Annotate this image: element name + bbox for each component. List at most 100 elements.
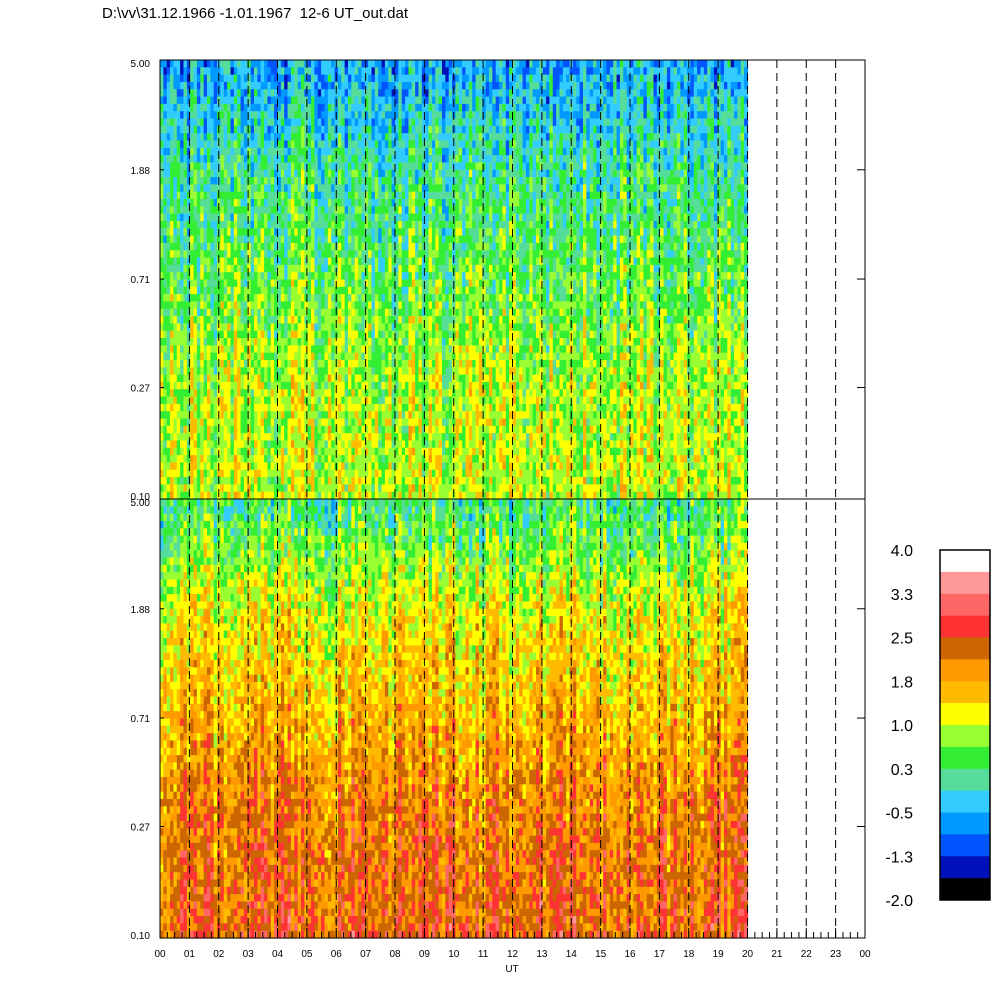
heat-cell <box>173 359 178 368</box>
heat-cell <box>247 133 252 142</box>
heat-cell <box>186 220 191 229</box>
heat-cell <box>176 308 181 317</box>
heat-cell <box>250 191 255 200</box>
heat-cell <box>180 425 185 434</box>
heat-cell <box>220 96 225 105</box>
heat-cell <box>243 359 248 368</box>
heat-cell <box>237 81 242 90</box>
heat-cell <box>230 447 235 456</box>
heat-cell <box>207 67 211 76</box>
heat-cell <box>243 155 248 164</box>
heat-cell <box>170 133 175 142</box>
heat-cell <box>160 264 164 273</box>
heat-cell <box>227 330 232 339</box>
heat-cell <box>223 381 228 390</box>
heat-cell <box>160 169 164 178</box>
heat-cell <box>170 396 175 405</box>
heat-cell <box>170 74 175 83</box>
heat-cell <box>173 462 178 471</box>
heat-cell <box>247 162 252 171</box>
heat-cell <box>237 389 242 398</box>
heat-cell <box>213 381 218 390</box>
heat-cell <box>173 250 178 259</box>
heat-cell <box>163 418 168 427</box>
heat-cell <box>223 447 228 456</box>
heat-cell <box>237 191 242 200</box>
heat-cell <box>196 389 201 398</box>
heat-cell <box>186 60 191 68</box>
heat-cell <box>190 286 195 295</box>
heat-cell <box>180 396 185 405</box>
heat-cell <box>213 477 218 485</box>
heat-cell <box>217 301 222 310</box>
heat-cell <box>213 367 218 376</box>
heat-cell <box>240 330 245 339</box>
heat-cell <box>180 96 185 105</box>
heat-cell <box>233 199 238 207</box>
heat-cell <box>210 81 215 90</box>
heat-cell <box>210 140 215 149</box>
heat-cell <box>230 469 235 478</box>
heat-cell <box>200 462 205 471</box>
heat-cell <box>176 264 181 273</box>
heat-cell <box>160 477 164 485</box>
heat-cell <box>203 191 208 200</box>
heat-cell <box>166 455 171 464</box>
heat-cell <box>210 74 215 83</box>
heat-cell <box>186 308 191 317</box>
heat-cell <box>183 352 188 361</box>
heat-cell <box>186 418 191 427</box>
heat-cell <box>163 199 168 207</box>
heat-cell <box>227 286 232 295</box>
heat-cell <box>183 338 188 346</box>
heat-cell <box>166 162 171 171</box>
heat-cell <box>193 250 198 259</box>
heat-cell <box>223 367 228 376</box>
heat-cell <box>190 469 195 478</box>
heat-cell <box>240 286 245 295</box>
heat-cell <box>180 191 185 200</box>
heat-cell <box>190 242 195 251</box>
heat-cell <box>193 381 198 390</box>
heat-cell <box>230 199 235 207</box>
heat-cell <box>230 235 235 244</box>
heat-cell <box>207 96 211 105</box>
heat-cell <box>193 425 198 434</box>
heat-cell <box>250 74 255 83</box>
heat-cell <box>220 125 225 134</box>
heat-cell <box>186 242 191 251</box>
heat-cell <box>183 191 188 200</box>
heat-cell <box>166 323 171 332</box>
heat-cell <box>207 433 211 442</box>
heat-cell <box>247 235 252 244</box>
heat-cell <box>186 67 191 76</box>
heat-cell <box>203 111 208 120</box>
heat-cell <box>220 191 225 200</box>
heat-cell <box>233 294 238 303</box>
heat-cell <box>237 286 242 295</box>
heat-cell <box>186 133 191 142</box>
heat-cell <box>243 60 248 68</box>
heat-cell <box>180 257 185 266</box>
heat-cell <box>247 359 252 368</box>
heat-cell <box>180 411 185 420</box>
heat-cell <box>240 125 245 134</box>
heat-cell <box>247 177 252 185</box>
heat-cell <box>233 338 238 346</box>
heat-cell <box>186 118 191 127</box>
heat-cell <box>237 118 242 127</box>
heat-cell <box>237 433 242 442</box>
heat-cell <box>203 418 208 427</box>
heat-cell <box>166 286 171 295</box>
heat-cell <box>233 491 238 500</box>
heat-cell <box>163 389 168 398</box>
heat-cell <box>210 491 215 500</box>
heat-cell <box>170 67 175 76</box>
heat-cell <box>183 425 188 434</box>
heat-cell <box>203 338 208 346</box>
heat-cell <box>237 469 242 478</box>
heat-cell <box>173 455 178 464</box>
heat-cell <box>227 345 232 354</box>
heat-cell <box>163 169 168 178</box>
heat-cell <box>186 294 191 303</box>
